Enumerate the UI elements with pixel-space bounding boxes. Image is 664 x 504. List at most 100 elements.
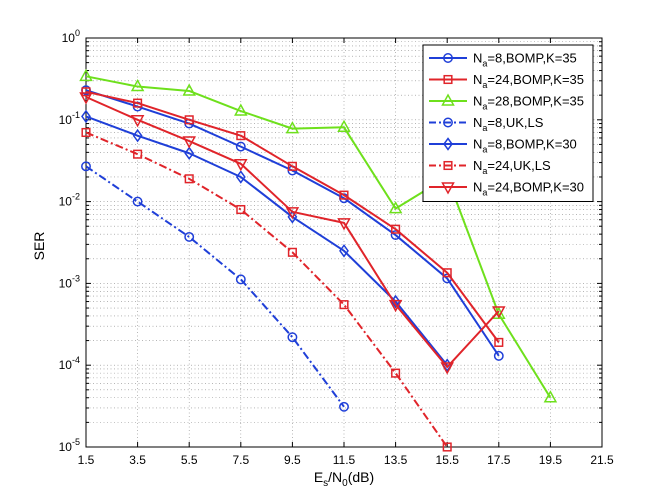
series-7 [79,92,506,375]
data-point [184,231,195,242]
legend-entry: Na=24,BOMP,K=35 [429,72,584,90]
data-point [236,131,246,141]
data-point [130,115,145,128]
legend-label: Na=24,BOMP,K=30 [473,180,584,198]
data-point [81,109,91,124]
data-point [337,119,351,133]
data-point [287,161,297,171]
data-point [440,362,454,375]
data-point [287,247,297,257]
x-tick-label: 5.5 [181,453,198,467]
legend-label: Na=24,UK,LS [473,158,551,176]
x-tick-label: 21.5 [590,453,614,467]
data-point [339,300,349,310]
series-line [85,131,449,448]
legend-entry: Na=8,BOMP,K=35 [429,51,577,69]
data-point [132,128,143,143]
legend-marker [441,182,455,195]
data-point [442,268,452,278]
data-point [285,207,300,220]
data-point [543,390,558,403]
data-point [133,149,143,159]
x-axis-label-mid: /N [328,469,342,485]
x-axis-label-tail: (dB) [348,469,374,485]
series-6 [81,127,452,452]
y-tick-label: 100 [62,28,80,45]
x-tick-label: 15.5 [436,453,460,467]
data-point [184,174,194,184]
data-point [493,350,504,361]
legend-entry: Na=24,BOMP,K=30 [429,180,584,198]
data-point [339,244,349,258]
axes: 1.5 3.5 5.5 7.5 9.5 11.5 13.5 15.5 17.5 19.5 21.5 1… [59,28,614,467]
x-tick-label: 11.5 [333,453,356,467]
series-2 [81,87,504,347]
data-point [184,146,195,161]
data-point [391,368,401,378]
data-point [79,92,93,105]
y-tick-label: 10-5 [59,437,80,454]
data-point [234,103,248,116]
legend-box [422,44,594,202]
data-point [234,159,248,172]
legend-marker [443,53,453,63]
x-axis-label-sub1: s [323,478,328,489]
data-point [337,218,351,231]
legend-label: Na=24,BOMP,K=35 [473,72,584,90]
series-line [85,90,500,343]
data-point [184,115,194,125]
legend-label: Na=8,UK,LS [473,115,544,133]
data-point [182,83,196,96]
legend-marker [443,74,453,85]
legend-label: Na=8,BOMP,K=35 [473,51,577,69]
data-point [339,190,349,200]
data-point [133,98,143,108]
data-point [442,442,452,452]
legend-entry: Na=8,UK,LS [429,115,544,133]
x-axis-label-main: E [314,469,323,485]
x-axis-label-sub2: 0 [342,478,348,489]
x-tick-label: 19.5 [539,453,563,467]
x-tick-label: 7.5 [232,453,249,467]
legend-label: Na=28,BOMP,K=35 [473,94,584,112]
legend-marker [443,160,453,171]
series-line [85,96,500,369]
y-tick-label: 10-1 [59,110,80,127]
data-point [81,161,91,172]
data-point [81,127,91,138]
data-point [235,274,246,285]
data-point [391,224,401,234]
series-line [85,165,345,408]
series-layer [79,68,558,452]
data-point [390,230,401,241]
x-axis-label: Es/N0(dB) [314,469,374,489]
legend-marker [443,117,453,128]
legend-label: Na=8,BOMP,K=30 [473,137,577,155]
series-line [85,75,552,399]
data-point [287,332,298,343]
y-tick-label: 10-3 [59,273,80,290]
legend-entry: Na=28,BOMP,K=35 [429,93,584,112]
x-tick-label: 1.5 [78,453,95,467]
x-tick-label: 3.5 [129,453,146,467]
legend-marker [441,93,455,106]
data-point [130,78,145,92]
x-tick-label: 9.5 [284,453,301,467]
legend: Na=8,BOMP,K=35 Na=24,BOMP,K=35 Na=28,BOMP,… [422,44,594,202]
data-point [492,306,506,319]
data-point [388,299,403,313]
data-point [81,87,91,97]
data-point [285,121,300,134]
data-point [235,170,246,184]
legend-marker [443,137,453,151]
y-tick-label: 10-4 [59,355,80,372]
data-point [182,136,196,149]
series-4 [81,161,349,412]
data-point [132,196,143,207]
data-point [494,337,504,347]
y-tick-label: 10-2 [59,192,80,209]
data-point [287,210,298,224]
legend-entry: Na=24,UK,LS [429,158,551,176]
x-tick-label: 17.5 [487,453,511,467]
